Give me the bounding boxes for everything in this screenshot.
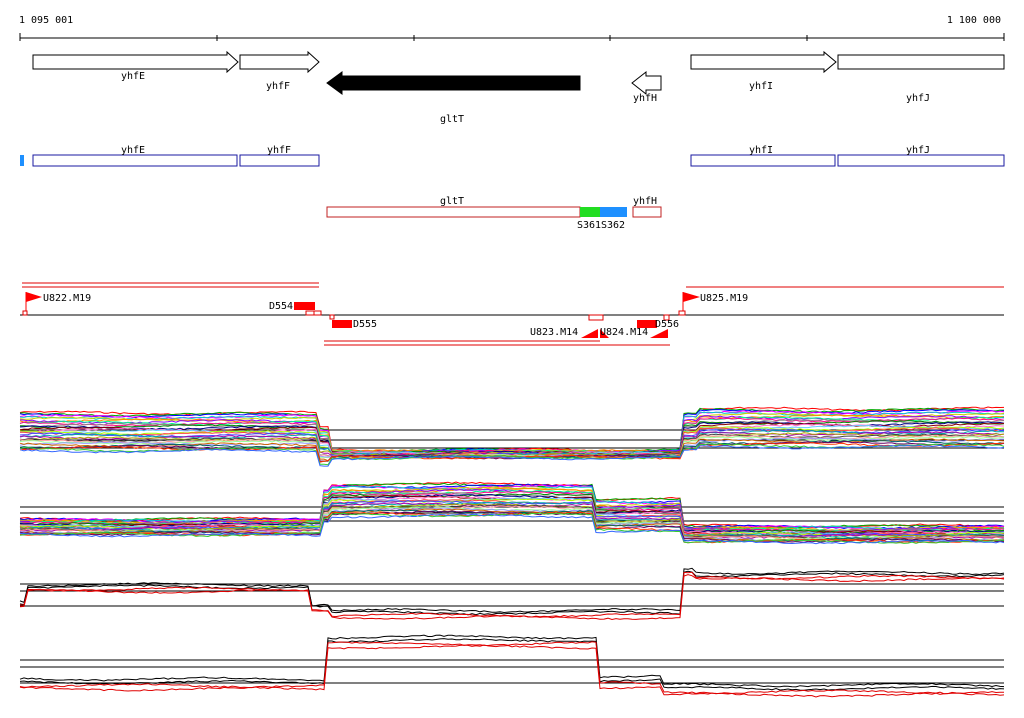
expression-profile-line (19, 491, 1005, 534)
expression-profile-line (19, 571, 1005, 618)
promoter-flag-U822.M19[interactable] (26, 292, 42, 302)
annotated-genes-track: yhfE yhfF gltT yhfH yhfI yhfJ (32, 50, 1005, 125)
feature-marker (20, 155, 24, 166)
expression-profile-line (19, 644, 1005, 698)
gene-label-yhfJ: yhfJ (906, 93, 930, 104)
gene-arrow-yhfE[interactable] (32, 50, 239, 74)
promoter-label-D556: D556 (655, 319, 679, 330)
promoter-marker (663, 314, 670, 321)
gene-box-yhfJ[interactable] (837, 54, 1005, 70)
minus-strand-features-track: gltT S361 S362 yhfH (326, 196, 662, 231)
gene-label-gltT: gltT (440, 114, 464, 125)
feature-box-yhfH[interactable] (632, 206, 662, 218)
signature-label-S362: S362 (601, 220, 625, 231)
expression-profile-line (19, 511, 1005, 544)
signature-label-S361: S361 (577, 220, 601, 231)
promoter-label-U822.M19: U822.M19 (43, 293, 91, 304)
feature-box-yhfF[interactable] (239, 154, 320, 167)
feature-box-yhfE[interactable] (32, 154, 238, 167)
expression-panel-minus-strand-summary (19, 634, 1005, 698)
expression-panel-minus-strand-conditions (19, 481, 1005, 545)
expression-panel-plus-strand-summary (19, 567, 1005, 621)
feature-label-yhfI: yhfI (749, 145, 773, 156)
gene-label-yhfI: yhfI (749, 81, 773, 92)
feature-label-yhfH: yhfH (633, 196, 657, 207)
expression-profile-line (19, 634, 1005, 688)
promoter-flag-U823.M14[interactable] (581, 329, 598, 338)
feature-box-yhfI[interactable] (690, 154, 836, 167)
axis-start-label: 1 095 001 (19, 15, 73, 26)
feature-label-yhfF: yhfF (267, 145, 291, 156)
expression-profile-line (19, 570, 1005, 616)
signature-segment-S361[interactable] (580, 207, 600, 217)
expression-profile-line (19, 574, 1005, 621)
expression-profile-line (19, 567, 1005, 614)
plus-strand-features-track: yhfE yhfF yhfI yhfJ (20, 145, 1005, 167)
promoter-marker (305, 310, 315, 316)
promoter-block-D556[interactable] (637, 320, 657, 328)
gene-arrow-gltT[interactable] (326, 71, 581, 95)
expression-profile-line (19, 513, 1005, 545)
promoter-label-U823.M14: U823.M14 (530, 327, 578, 338)
promoter-marker (678, 310, 686, 316)
promoter-flag-U825.M19[interactable] (683, 292, 700, 302)
promoter-wedge (600, 329, 609, 338)
signature-segment-S362[interactable] (600, 207, 627, 217)
gene-arrow-yhfI[interactable] (690, 50, 837, 74)
promoter-label-U825.M19: U825.M19 (700, 293, 748, 304)
expression-profile-line (19, 641, 1004, 695)
promoter-flag-D556 (650, 329, 668, 338)
feature-box-yhfJ[interactable] (837, 154, 1005, 167)
promoter-block-D554[interactable] (294, 302, 315, 310)
promoter-marker (313, 310, 322, 316)
gene-label-yhfH: yhfH (633, 93, 657, 104)
gene-arrow-yhfH[interactable] (631, 70, 662, 96)
expression-panel-plus-strand-conditions (19, 406, 1005, 467)
feature-label-yhfE: yhfE (121, 145, 145, 156)
promoter-marker (22, 310, 28, 316)
promoter-block-D555[interactable] (332, 320, 352, 328)
feature-box-gltT[interactable] (326, 206, 581, 218)
gene-arrow-yhfF[interactable] (239, 50, 320, 74)
feature-label-yhfJ: yhfJ (906, 145, 930, 156)
expression-profile-line (19, 444, 1005, 467)
expression-profile-line (19, 638, 1005, 691)
promoter-marker (329, 314, 335, 320)
axis-end-label: 1 100 000 (947, 15, 1001, 26)
expression-profile-line (19, 440, 1005, 462)
promoter-label-D555: D555 (353, 319, 377, 330)
promoter-label-D554: D554 (269, 301, 293, 312)
gene-label-yhfE: yhfE (121, 71, 145, 82)
promoter-marker (588, 314, 604, 321)
feature-label-gltT: gltT (440, 196, 464, 207)
promoter-track: U822.M19 D554 D555 U823.M14 U824.M14 D55… (20, 282, 1004, 346)
coordinate-axis: 1 095 001 1 100 000 (19, 15, 1005, 41)
expression-profile-line (19, 410, 1005, 454)
gene-label-yhfF: yhfF (266, 81, 290, 92)
expression-profile-line (20, 500, 1005, 538)
promoter-label-U824.M14: U824.M14 (600, 327, 648, 338)
